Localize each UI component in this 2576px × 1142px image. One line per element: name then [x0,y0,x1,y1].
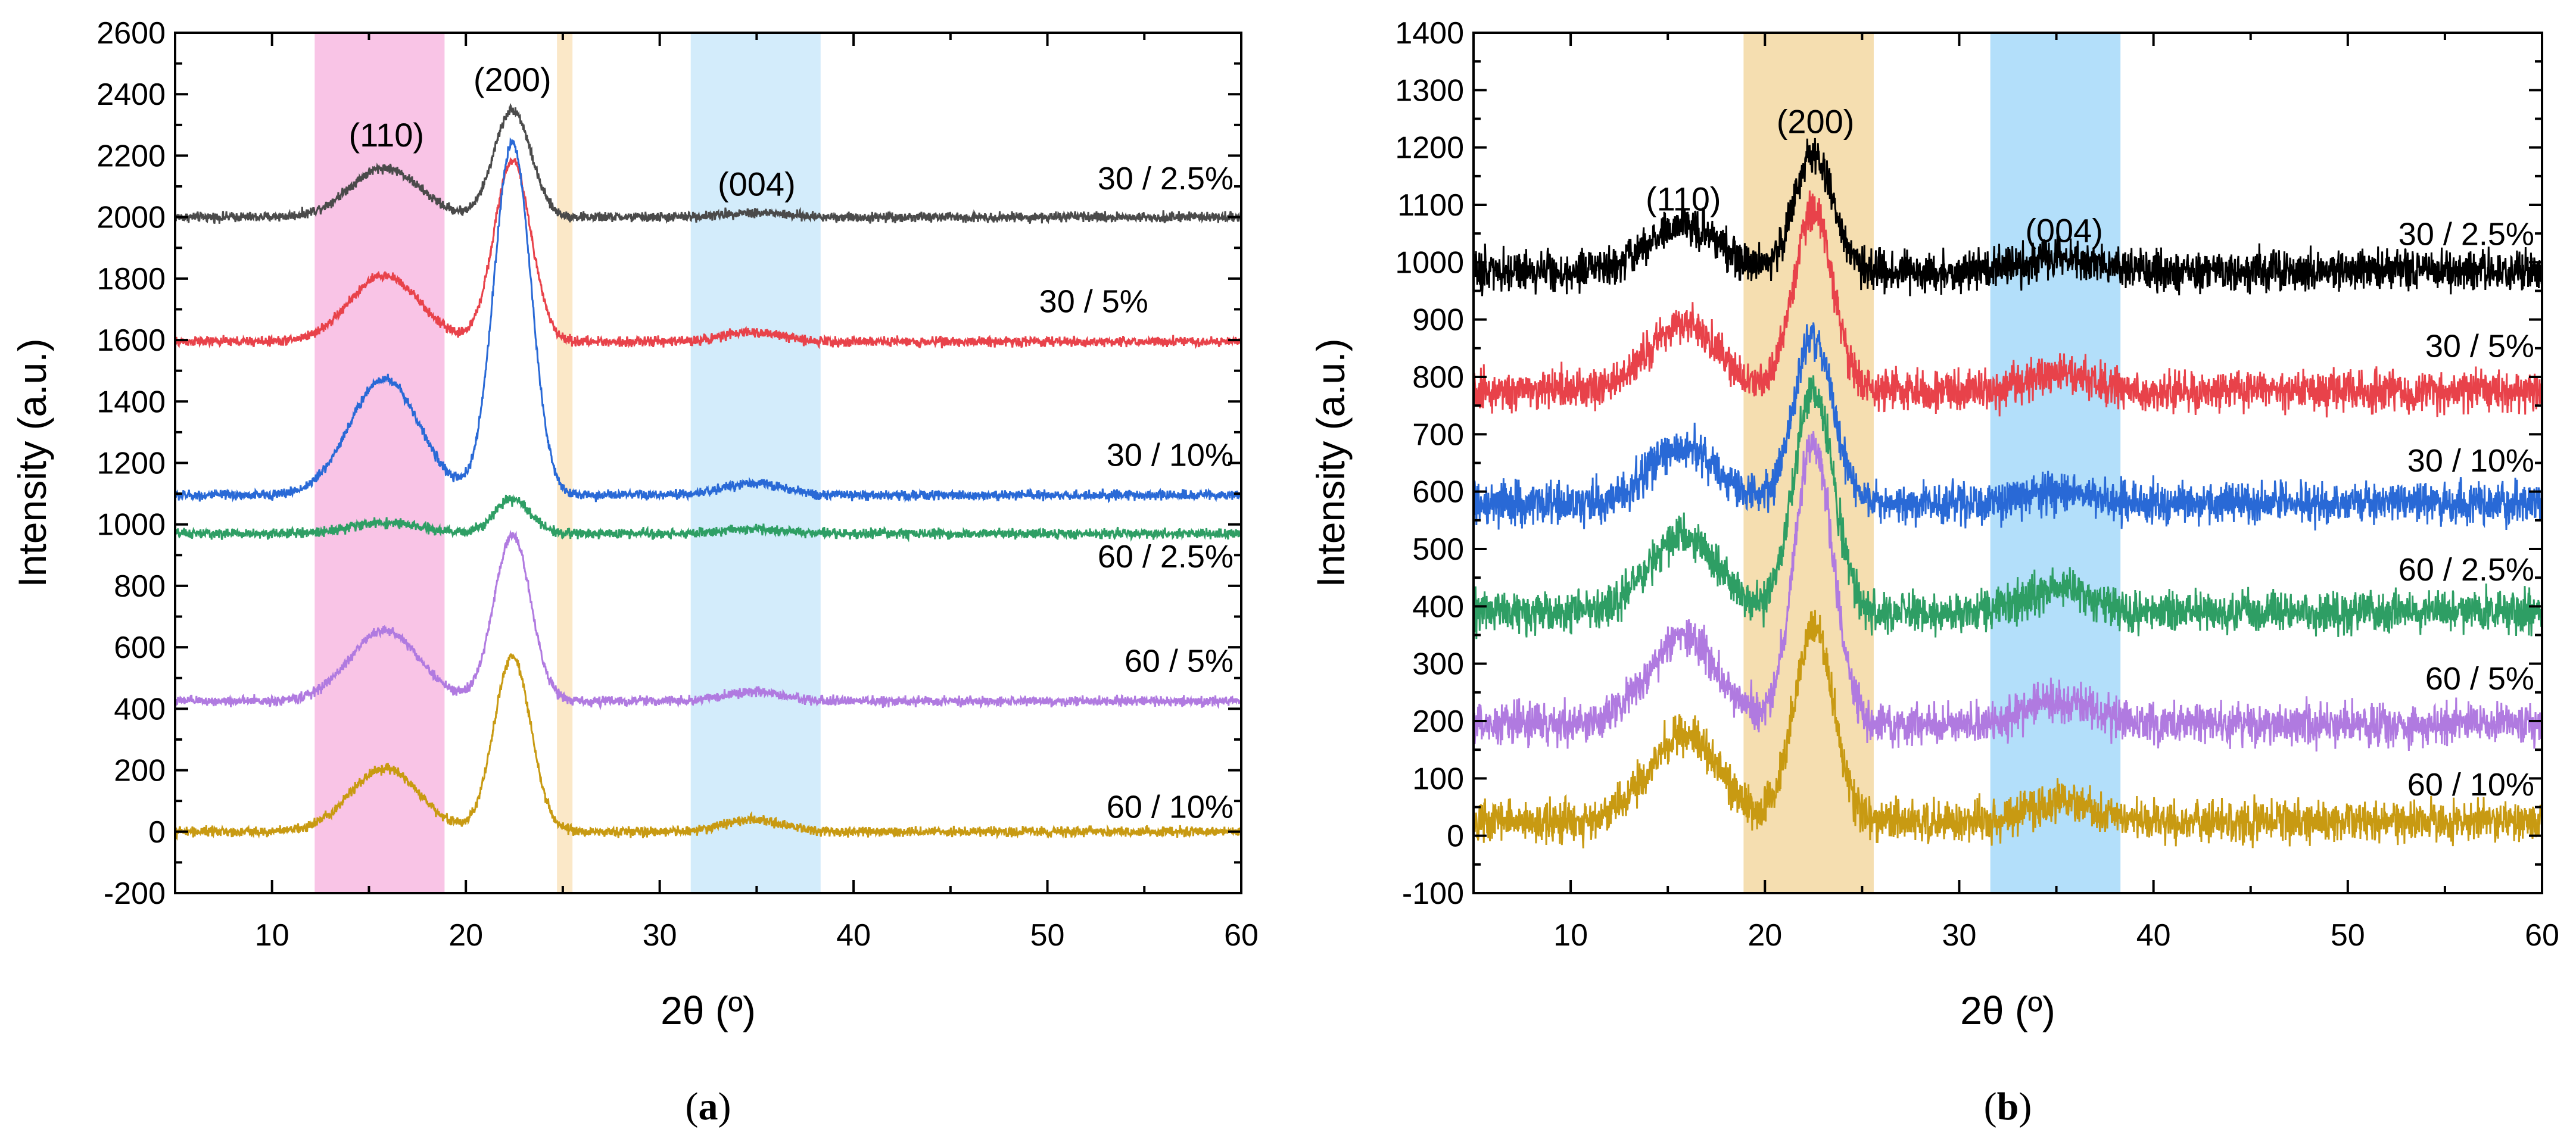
x-tick-label: 30 [1942,918,1977,953]
series-label: 60 / 10% [1107,790,1234,825]
y-tick-label: 1200 [1395,131,1464,166]
y-tick-label: 1600 [96,323,166,358]
series-label: 60 / 2.5% [1098,539,1234,575]
y-axis-title: Intensity (a.u.) [1309,338,1353,587]
y-tick-label: 1000 [96,508,166,542]
x-tick-label: 10 [1553,918,1588,953]
series-label: 30 / 10% [1107,438,1234,473]
series-label: 60 / 10% [2407,767,2534,803]
series-line-60-5 [175,529,1241,711]
series-line-60-10 [1474,610,2542,848]
y-tick-label: -200 [104,876,166,911]
peak-label: (004) [2025,212,2103,249]
highlight-band-2 [1990,33,2121,893]
series-label: 30 / 5% [2425,328,2534,364]
peak-label: (110) [1646,180,1721,218]
peak-label: (110) [348,116,424,154]
y-tick-label: 2200 [96,139,166,173]
y-tick-label: 200 [1412,704,1464,739]
x-tick-label: 30 [643,918,677,953]
highlight-band-3 [690,33,821,893]
x-tick-label: 60 [2525,918,2559,953]
series-label: 60 / 5% [1125,643,1234,679]
highlight-band-1 [314,33,445,893]
highlight-band-2 [557,33,573,893]
y-tick-label: 700 [1412,417,1464,452]
x-tick-label: 20 [448,918,483,953]
series-line-30-2-5 [1474,138,2542,297]
y-tick-label: 500 [1412,532,1464,567]
highlight-band-1 [1743,33,1874,893]
series-line-30-5 [1474,190,2542,418]
y-tick-label: 600 [114,631,166,665]
panel-b-chart: 10 20 30 40 50 60 -100 0 100 200 300 400 500 600 700 80… [1309,16,2559,1128]
series-line-30-5 [175,157,1241,350]
x-tick-label: 50 [2331,918,2365,953]
y-tick-label: 1300 [1395,73,1464,108]
series-label: 30 / 2.5% [2399,216,2534,252]
x-tick-label: 50 [1030,918,1065,953]
x-axis-title: 2θ (º) [661,988,756,1032]
y-tick-label: 400 [114,692,166,726]
x-tick-label: 20 [1748,918,1782,953]
y-tick-label: 2000 [96,201,166,235]
y-tick-label: 400 [1412,589,1464,624]
y-tick-label: -100 [1402,876,1464,911]
y-tick-label: 800 [1412,360,1464,395]
y-tick-label: 1000 [1395,245,1464,280]
series-label: 60 / 2.5% [2399,552,2534,588]
y-tick-label: 600 [1412,475,1464,510]
x-axis-title: 2θ (º) [1960,988,2055,1032]
y-tick-label: 1800 [96,262,166,297]
series-line-60-2-5 [175,494,1241,542]
series-line-30-10 [1474,322,2542,531]
series-line-60-10 [175,653,1241,841]
series-label: 30 / 10% [2407,443,2534,479]
y-tick-label: 800 [114,569,166,604]
series-line-60-5 [1474,431,2542,752]
series-label: 30 / 5% [1039,284,1148,320]
series-label: 30 / 2.5% [1098,161,1234,196]
y-tick-label: 0 [1447,819,1464,854]
x-tick-label: 40 [836,918,871,953]
series-label: 60 / 5% [2425,661,2534,697]
y-tick-label: 2400 [96,77,166,112]
series-line-60-2-5 [1474,375,2542,639]
x-tick-label: 10 [255,918,289,953]
panel-a-chart: 10 20 30 40 50 60 -200 0 200 400 600 800 1000 1200 140… [10,16,1259,1128]
y-tick-label: 900 [1412,303,1464,338]
panel-label: (a) [686,1085,731,1128]
y-tick-label: 2600 [96,16,166,51]
series-line-30-10 [175,137,1241,504]
peak-label: (004) [718,166,796,203]
y-axis-title: Intensity (a.u.) [10,338,54,587]
x-tick-label: 60 [1224,918,1259,953]
y-tick-label: 1400 [1395,16,1464,51]
y-tick-label: 300 [1412,647,1464,682]
y-tick-label: 0 [148,815,166,850]
y-tick-label: 1200 [96,447,166,481]
peak-label: (200) [1777,103,1855,141]
panel-label: (b) [1984,1085,2032,1128]
peak-label: (200) [474,61,552,98]
y-tick-label: 200 [114,754,166,788]
x-tick-label: 40 [2136,918,2171,953]
series-line-30-2-5 [175,102,1241,224]
y-tick-label: 1400 [96,385,166,419]
y-tick-label: 100 [1412,762,1464,796]
y-tick-label: 1100 [1397,188,1464,223]
